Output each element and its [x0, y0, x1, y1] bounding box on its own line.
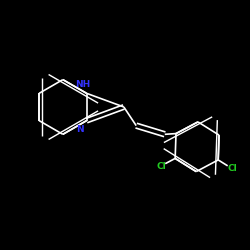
Text: NH: NH	[75, 80, 90, 89]
Text: N: N	[76, 125, 84, 134]
Text: Cl: Cl	[156, 162, 166, 170]
Text: Cl: Cl	[227, 164, 237, 173]
